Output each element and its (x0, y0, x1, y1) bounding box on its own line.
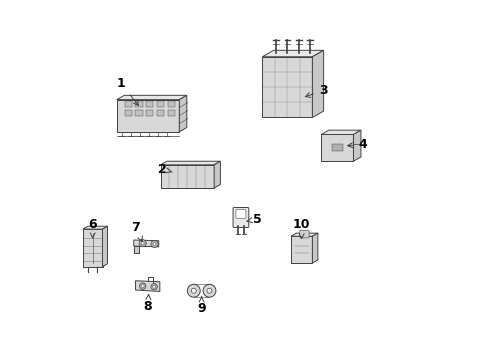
Text: 4: 4 (347, 138, 366, 151)
Polygon shape (157, 110, 163, 116)
Text: 8: 8 (143, 294, 152, 313)
Polygon shape (179, 95, 186, 132)
Polygon shape (167, 110, 174, 116)
Circle shape (191, 288, 196, 293)
Polygon shape (82, 229, 102, 267)
Polygon shape (290, 236, 312, 263)
Polygon shape (135, 281, 160, 292)
Polygon shape (321, 130, 360, 134)
Text: 2: 2 (158, 163, 172, 176)
Text: 7: 7 (131, 221, 142, 242)
Polygon shape (353, 130, 360, 161)
Polygon shape (321, 134, 353, 161)
Circle shape (152, 285, 155, 288)
Polygon shape (167, 101, 174, 107)
Polygon shape (312, 233, 317, 263)
Text: 1: 1 (117, 77, 138, 105)
Polygon shape (214, 161, 220, 188)
Polygon shape (160, 161, 220, 165)
Polygon shape (135, 101, 142, 107)
Text: 6: 6 (88, 218, 97, 238)
Polygon shape (262, 50, 323, 57)
Polygon shape (102, 226, 107, 267)
Circle shape (206, 288, 212, 293)
Circle shape (139, 283, 145, 289)
Polygon shape (160, 165, 214, 188)
Text: 3: 3 (305, 84, 327, 98)
Polygon shape (146, 101, 153, 107)
FancyBboxPatch shape (299, 230, 308, 238)
Text: 9: 9 (197, 297, 205, 315)
Circle shape (141, 242, 144, 245)
Polygon shape (124, 110, 132, 116)
Polygon shape (134, 240, 159, 247)
Polygon shape (135, 110, 142, 116)
Circle shape (153, 243, 156, 246)
Circle shape (187, 284, 200, 297)
Polygon shape (117, 100, 179, 132)
Polygon shape (331, 144, 342, 152)
Circle shape (203, 284, 216, 297)
Polygon shape (312, 50, 323, 117)
Polygon shape (134, 246, 139, 253)
Circle shape (151, 240, 158, 248)
FancyBboxPatch shape (233, 207, 248, 228)
Polygon shape (117, 95, 186, 100)
Text: 10: 10 (292, 218, 310, 239)
Polygon shape (146, 110, 153, 116)
Polygon shape (157, 101, 163, 107)
Polygon shape (262, 57, 312, 117)
Circle shape (141, 285, 144, 288)
Circle shape (139, 240, 146, 247)
FancyBboxPatch shape (235, 210, 245, 218)
Polygon shape (124, 101, 132, 107)
Circle shape (151, 284, 157, 290)
Polygon shape (290, 233, 317, 236)
Text: 5: 5 (246, 213, 261, 226)
Polygon shape (82, 226, 107, 229)
